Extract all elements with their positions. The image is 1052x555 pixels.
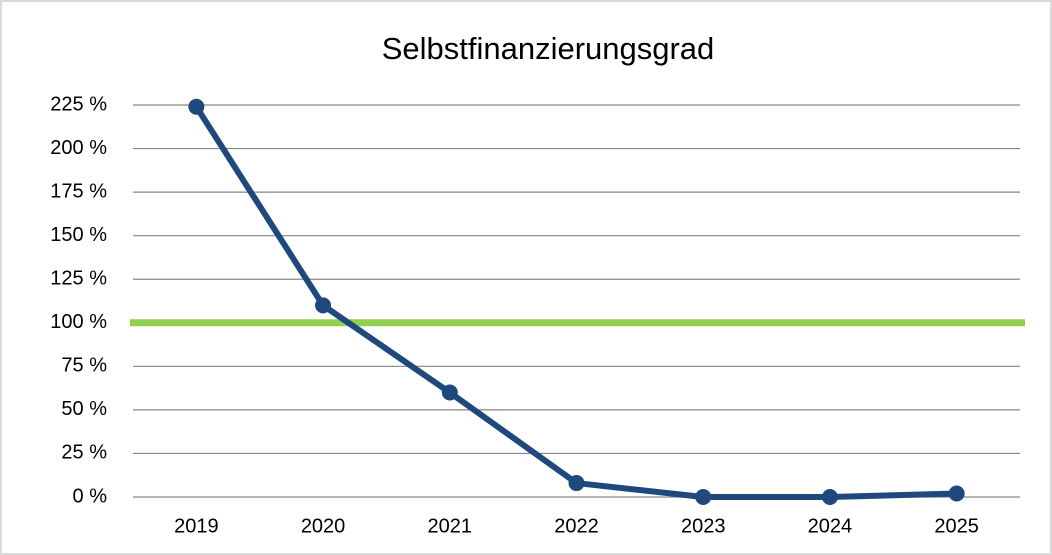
marker xyxy=(188,98,205,115)
y-tick-label: 200 % xyxy=(50,137,107,159)
y-tick-label: 50 % xyxy=(61,398,107,420)
y-tick-label: 225 % xyxy=(50,93,107,115)
x-tick-label: 2022 xyxy=(554,515,599,537)
marker xyxy=(441,384,458,401)
marker xyxy=(568,475,585,492)
y-tick-label: 75 % xyxy=(61,355,107,377)
y-tick-label: 175 % xyxy=(50,180,107,202)
x-tick-label: 2020 xyxy=(301,515,346,537)
y-tick-label: 0 % xyxy=(73,485,108,507)
x-tick-label: 2024 xyxy=(808,515,853,537)
marker xyxy=(948,485,965,502)
marker xyxy=(695,489,712,505)
marker xyxy=(821,489,838,505)
y-tick-label: 100 % xyxy=(50,311,107,333)
chart-title: Selbstfinanzierungsgrad xyxy=(382,31,715,66)
x-tick-label: 2021 xyxy=(428,515,473,537)
marker xyxy=(315,297,332,314)
y-tick-label: 150 % xyxy=(50,224,107,246)
y-tick-label: 25 % xyxy=(61,442,107,464)
x-tick-label: 2025 xyxy=(934,515,979,537)
x-tick-label: 2023 xyxy=(681,515,726,537)
x-tick-label: 2019 xyxy=(174,515,219,537)
y-tick-label: 125 % xyxy=(50,268,107,290)
